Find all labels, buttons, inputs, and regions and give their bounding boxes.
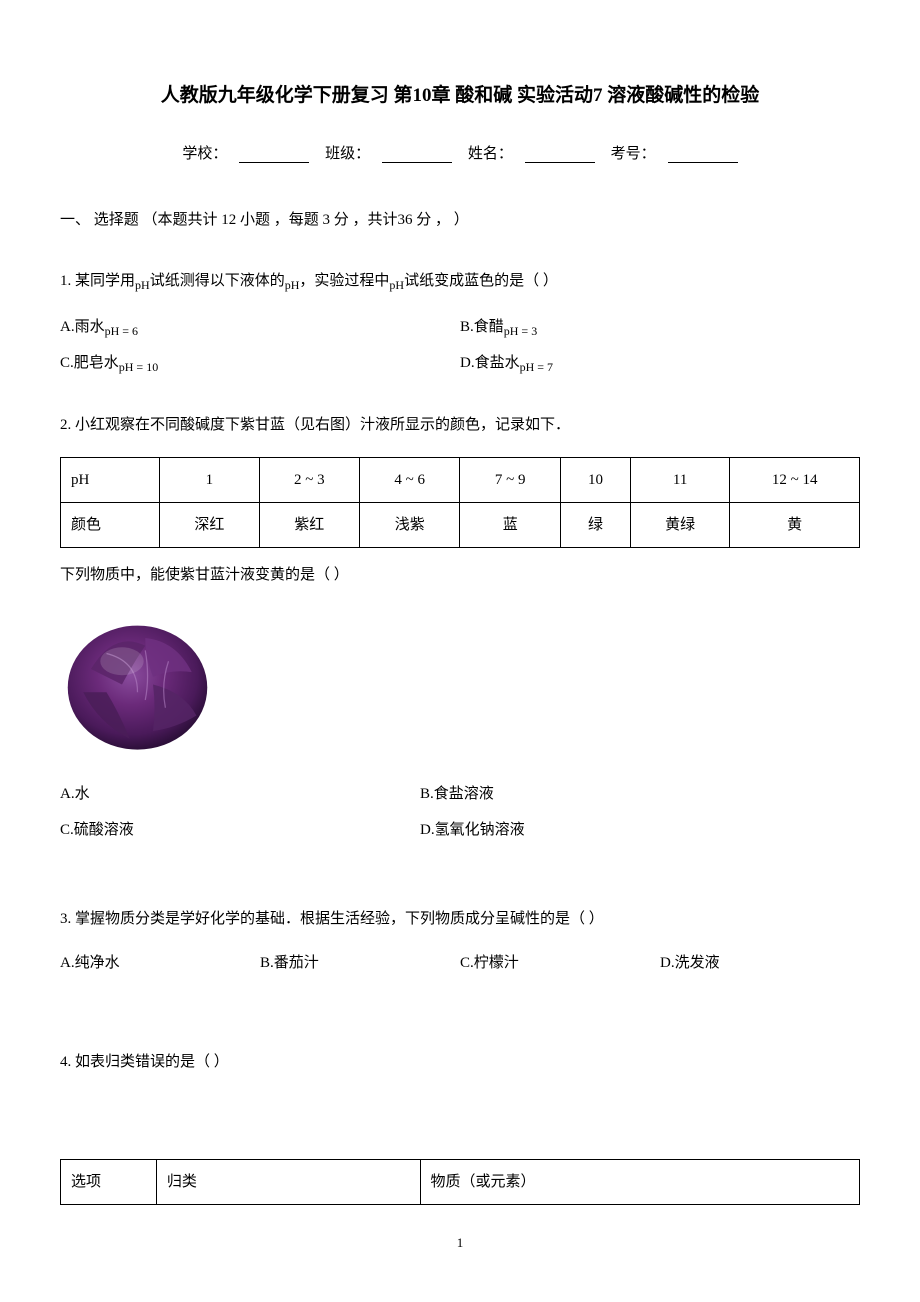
option-b[interactable]: B.番茄汁 [260,951,460,975]
option-d[interactable]: D.氢氧化钠溶液 [420,818,860,842]
option-a[interactable]: A.水 [60,782,420,806]
option-b[interactable]: B.食盐溶液 [420,782,860,806]
section-1-header: 一、 选择题 （本题共计 12 小题 ，每题 3 分 ，共计36 分 ， ） [60,208,860,229]
student-info-line: 学校： 班级： 姓名： 考号： [60,142,860,163]
ph-color-table: pH 1 2 ~ 3 4 ~ 6 7 ~ 9 10 11 12 ~ 14 颜色 … [60,457,860,548]
class-label: 班级： [325,146,370,162]
question-2-options: A.水 B.食盐溶液 C.硫酸溶液 D.氢氧化钠溶液 [60,782,860,842]
table-row: pH 1 2 ~ 3 4 ~ 6 7 ~ 9 10 11 12 ~ 14 [61,457,860,502]
cabbage-image [60,607,215,762]
question-4-text: 4. 如表归类错误的是（ ） [60,1050,860,1074]
q4-table: 选项 归类 物质（或元素） [60,1159,860,1205]
option-d[interactable]: D.洗发液 [660,951,860,975]
option-c[interactable]: C.柠檬汁 [460,951,660,975]
name-label: 姓名： [468,146,513,162]
page-number: 1 [60,1235,860,1251]
option-b[interactable]: B.食醋pH = 3 [460,315,860,341]
option-c[interactable]: C.硫酸溶液 [60,818,420,842]
school-blank[interactable] [239,148,309,163]
table-row: 颜色 深红 紫红 浅紫 蓝 绿 黄绿 黄 [61,502,860,547]
question-3: 3. 掌握物质分类是学好化学的基础．根据生活经验，下列物质成分呈碱性的是（ ） … [60,907,860,975]
question-4: 4. 如表归类错误的是（ ） 选项 归类 物质（或元素） [60,1050,860,1205]
question-2: 2. 小红观察在不同酸碱度下紫甘蓝（见右图）汁液所显示的颜色，记录如下． pH … [60,413,860,842]
question-2-below: 下列物质中，能使紫甘蓝汁液变黄的是（ ） [60,563,860,587]
page-title: 人教版九年级化学下册复习 第10章 酸和碱 实验活动7 溶液酸碱性的检验 [60,80,860,107]
question-1-text: 1. 某同学用pH试纸测得以下液体的pH，实验过程中pH试纸变成蓝色的是（ ） [60,269,860,295]
option-d[interactable]: D.食盐水pH = 7 [460,351,860,377]
question-2-text: 2. 小红观察在不同酸碱度下紫甘蓝（见右图）汁液所显示的颜色，记录如下． [60,413,860,437]
option-c[interactable]: C.肥皂水pH = 10 [60,351,460,377]
question-3-options: A.纯净水 B.番茄汁 C.柠檬汁 D.洗发液 [60,951,860,975]
class-blank[interactable] [382,148,452,163]
id-blank[interactable] [668,148,738,163]
option-a[interactable]: A.纯净水 [60,951,260,975]
option-a[interactable]: A.雨水pH = 6 [60,315,460,341]
name-blank[interactable] [525,148,595,163]
table-row: 选项 归类 物质（或元素） [61,1159,860,1204]
question-1: 1. 某同学用pH试纸测得以下液体的pH，实验过程中pH试纸变成蓝色的是（ ） … [60,269,860,388]
id-label: 考号： [611,146,656,162]
question-1-options: A.雨水pH = 6 B.食醋pH = 3 C.肥皂水pH = 10 D.食盐水… [60,315,860,387]
school-label: 学校： [182,146,227,162]
question-3-text: 3. 掌握物质分类是学好化学的基础．根据生活经验，下列物质成分呈碱性的是（ ） [60,907,860,931]
